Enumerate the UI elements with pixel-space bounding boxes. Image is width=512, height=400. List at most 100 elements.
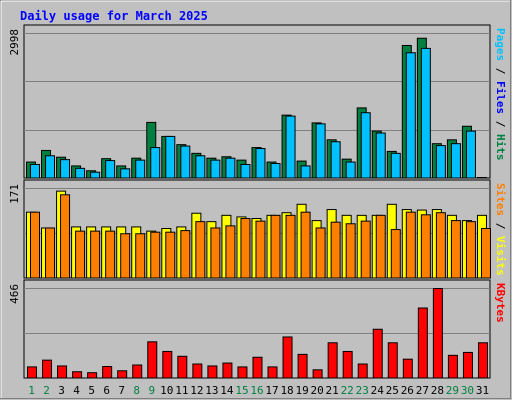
panel-kbytes-max-label: 466 [8,284,21,304]
day-label-18: 18 [280,384,293,397]
side-label-separator: / [494,114,507,134]
bar-sites-day-4 [75,230,86,279]
day-label-4: 4 [73,384,80,397]
day-label-3: 3 [58,384,65,397]
bar-files-day-27 [420,47,431,179]
bar-sites-day-9 [150,231,161,279]
bar-sites-day-19 [300,211,311,279]
day-label-29: 29 [446,384,459,397]
bar-files-day-19 [300,165,311,179]
bar-files-day-11 [180,145,191,179]
bar-sites-day-11 [180,230,191,279]
day-label-16: 16 [250,384,263,397]
day-label-9: 9 [148,384,155,397]
series-files [30,47,476,179]
bar-files-day-4 [75,167,86,179]
bar-kbytes-day-31 [477,342,488,379]
day-label-7: 7 [118,384,125,397]
bar-kbytes-day-4 [72,371,83,379]
bar-files-day-16 [255,148,266,179]
bar-files-day-24 [375,132,386,179]
side-label-files: Files [494,81,507,114]
bar-sites-day-3 [60,194,71,279]
panel-kbytes: 466 KBytes [8,279,507,379]
bar-kbytes-day-24 [372,328,383,379]
panel-kbytes-side-label: KBytes [494,283,507,323]
bar-kbytes-day-18 [282,336,293,379]
bar-sites-day-31 [480,228,491,279]
bar-kbytes-day-28 [432,288,443,379]
day-label-8: 8 [133,384,140,397]
bar-kbytes-day-22 [342,350,353,379]
day-label-28: 28 [431,384,444,397]
day-label-21: 21 [326,384,339,397]
day-label-27: 27 [416,384,429,397]
chart-panels: 2998 Pages / Files / Hits 171 Sites / Visit… [8,24,507,379]
bar-kbytes-day-9 [147,341,158,379]
bar-files-day-23 [360,112,371,179]
bar-files-day-3 [60,159,71,179]
bar-sites-day-26 [405,211,416,279]
day-label-30: 30 [461,384,474,397]
panel-visits: 171 Sites / Visits [8,179,507,279]
bar-sites-day-15 [240,218,251,279]
day-label-24: 24 [371,384,385,397]
bar-kbytes-day-5 [87,372,98,379]
panel-pages-max-label: 2998 [8,29,21,56]
bar-files-day-1 [30,163,40,179]
panel-pages-side-label: Pages / Files / Hits [494,28,507,161]
bar-sites-day-1 [30,211,40,279]
x-axis-day-labels: 1 2 3 4 5 6 7 8 9 10 11 12 13 14 15 16 17 18 19 20 21 22 23 24 2… [28,384,489,397]
day-label-15: 15 [235,384,248,397]
bar-files-day-28 [435,145,446,179]
bar-files-day-12 [195,155,206,179]
bar-sites-day-5 [90,230,101,279]
day-label-19: 19 [295,384,308,397]
bar-files-day-9 [150,147,161,179]
bar-files-day-18 [285,115,296,179]
side-label-kbytes: KBytes [494,283,507,323]
day-label-26: 26 [401,384,414,397]
bar-files-day-26 [405,52,416,179]
side-label-pages: Pages [494,28,507,61]
chart-title: Daily usage for March 2025 [20,9,208,23]
bar-kbytes-day-10 [162,350,173,379]
day-label-20: 20 [311,384,324,397]
bar-kbytes-day-21 [327,342,338,379]
bar-files-day-20 [315,123,326,179]
side-label-visits: Visits [494,236,507,276]
bar-files-day-7 [120,168,131,179]
panel-visits-side-label: Sites / Visits [494,183,507,276]
bar-sites-day-21 [330,221,341,279]
day-label-17: 17 [265,384,278,397]
bar-kbytes-day-26 [402,358,413,379]
bar-sites-day-27 [420,214,431,279]
bar-sites-day-10 [165,231,176,279]
bar-files-day-10 [165,135,176,179]
bar-files-day-15 [240,163,251,179]
bar-files-day-29 [450,143,461,179]
bar-sites-day-17 [270,214,281,279]
bar-kbytes-day-12 [192,363,203,379]
bar-kbytes-day-8 [132,364,143,379]
bar-sites-day-12 [195,221,206,279]
day-label-11: 11 [175,384,188,397]
bar-sites-day-20 [315,227,326,279]
bar-sites-day-30 [465,221,476,279]
day-label-14: 14 [220,384,234,397]
day-label-31: 31 [476,384,489,397]
day-label-6: 6 [103,384,110,397]
day-label-13: 13 [205,384,218,397]
bar-files-day-13 [210,159,221,179]
bar-sites-day-18 [285,214,296,279]
day-label-5: 5 [88,384,95,397]
bar-files-day-14 [225,157,236,179]
bar-files-day-25 [390,152,401,179]
bar-sites-day-8 [135,233,146,279]
bar-sites-day-6 [105,230,116,279]
bar-kbytes-day-27 [417,307,428,379]
day-label-25: 25 [386,384,399,397]
bar-kbytes-day-29 [447,354,458,379]
side-label-separator: / [494,61,507,81]
bar-sites-day-2 [45,227,56,279]
